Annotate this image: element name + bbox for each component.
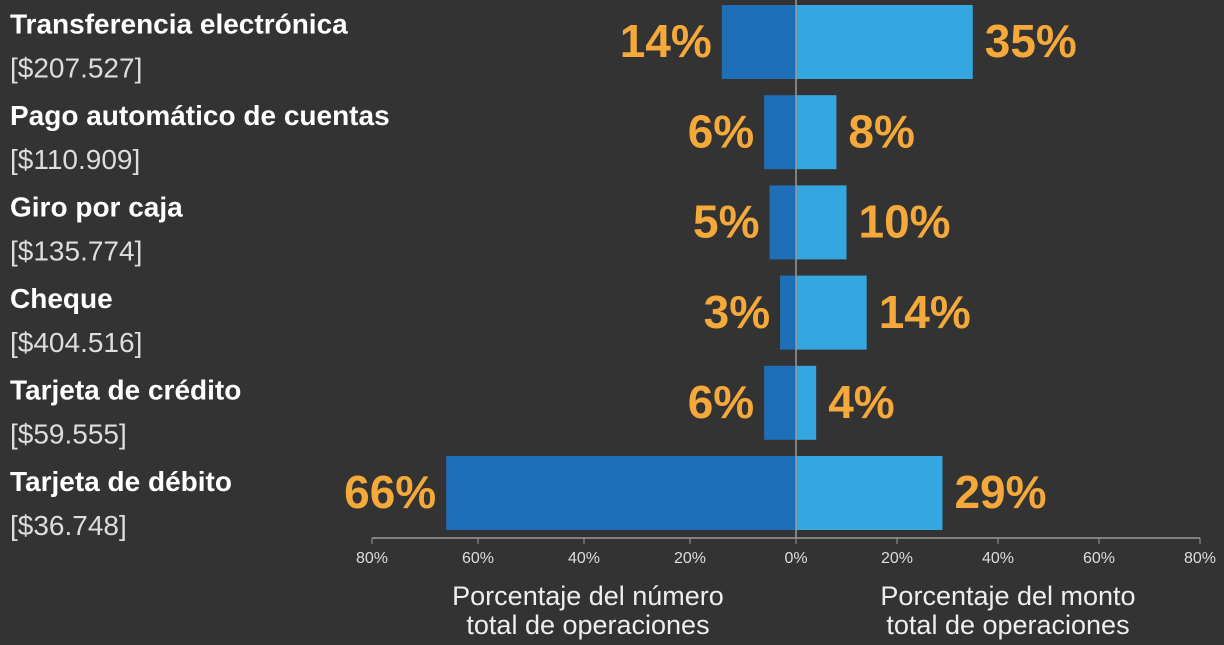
value-label: 35% xyxy=(985,15,1077,67)
x-tick-label: 80% xyxy=(1184,550,1216,567)
bar xyxy=(796,5,973,79)
value-label: 66% xyxy=(344,466,436,518)
x-tick-label: 20% xyxy=(881,550,913,567)
category-amount: [$207.527] xyxy=(10,52,142,83)
x-tick-label: 40% xyxy=(982,550,1014,567)
category-amount: [$135.774] xyxy=(10,235,142,266)
x-tick-label: 60% xyxy=(462,550,494,567)
axis-label: total de operaciones xyxy=(466,610,709,640)
category-label: Transferencia electrónica xyxy=(10,8,348,39)
bar xyxy=(721,5,796,79)
category-label: Tarjeta de débito xyxy=(10,466,232,497)
bar xyxy=(796,185,847,260)
value-label: 5% xyxy=(693,196,759,248)
value-label: 8% xyxy=(848,105,914,157)
x-tick-label: 60% xyxy=(1083,550,1115,567)
bar xyxy=(446,456,796,530)
value-label: 3% xyxy=(704,286,770,338)
bar xyxy=(796,275,867,350)
bar xyxy=(796,456,943,530)
category-label: Pago automático de cuentas xyxy=(10,100,390,131)
category-amount: [$110.909] xyxy=(10,144,140,175)
axis-label: Porcentaje del monto xyxy=(880,581,1135,611)
bar xyxy=(780,275,796,350)
x-tick-label: 80% xyxy=(356,550,388,567)
category-label: Cheque xyxy=(10,283,113,314)
value-label: 14% xyxy=(879,286,971,338)
bar xyxy=(769,185,796,260)
x-tick-label: 40% xyxy=(568,550,600,567)
category-label: Tarjeta de crédito xyxy=(10,374,241,405)
x-tick-label: 20% xyxy=(674,550,706,567)
value-label: 29% xyxy=(954,466,1046,518)
value-label: 4% xyxy=(828,376,894,428)
category-amount: [$59.555] xyxy=(10,418,127,449)
bar xyxy=(764,365,796,440)
bar xyxy=(764,95,796,170)
value-label: 6% xyxy=(688,376,754,428)
value-label: 14% xyxy=(620,15,712,67)
bar xyxy=(796,95,837,170)
value-label: 6% xyxy=(688,105,754,157)
category-label: Giro por caja xyxy=(10,191,183,222)
axis-label: total de operaciones xyxy=(886,610,1129,640)
x-tick-label: 0% xyxy=(784,550,807,567)
bar xyxy=(796,365,817,440)
value-label: 10% xyxy=(859,196,951,248)
axis-label: Porcentaje del número xyxy=(452,581,724,611)
category-amount: [$404.516] xyxy=(10,327,142,358)
category-amount: [$36.748] xyxy=(10,510,127,541)
